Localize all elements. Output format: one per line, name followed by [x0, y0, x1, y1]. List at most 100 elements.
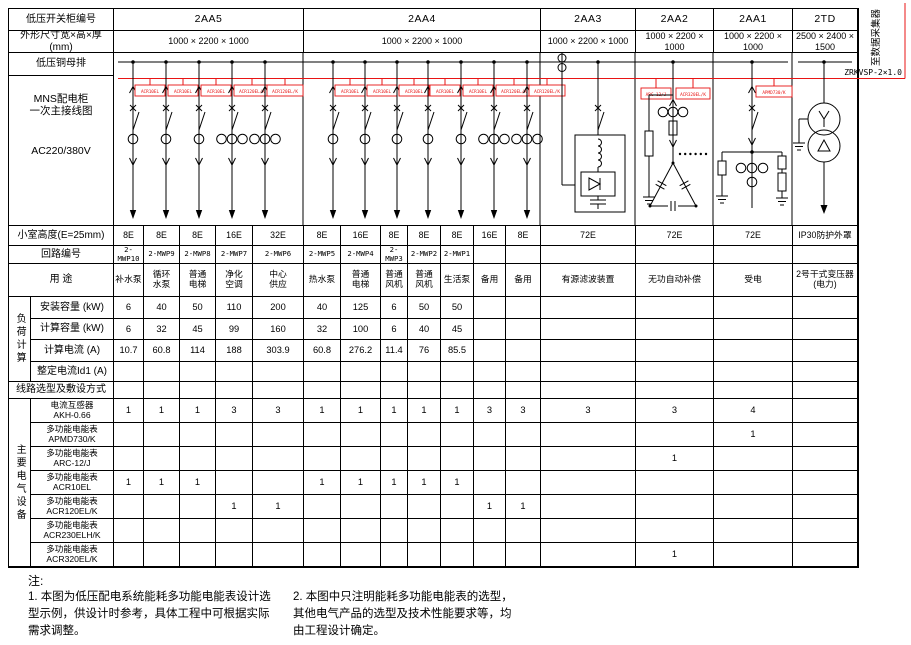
table-cell — [341, 382, 381, 399]
table-cell: 1 — [144, 471, 180, 495]
table-cell: 1 — [408, 399, 441, 423]
table-cell: 6 — [114, 297, 144, 319]
table-cell — [506, 382, 541, 399]
table-cell: 4 — [714, 399, 793, 423]
table-cell — [144, 495, 180, 519]
table-cell — [341, 362, 381, 382]
table-cell: 普通 电梯 — [180, 264, 216, 297]
table-cell — [144, 423, 180, 447]
table-cell — [714, 447, 793, 471]
table-cell: 32 — [304, 319, 341, 340]
table-cell — [474, 543, 506, 567]
row-label-dimensions: 外形尺寸宽×高×厚(mm) — [9, 31, 114, 53]
mns-title: MNS配电柜 一次主接线图 — [29, 93, 93, 117]
table-cell — [636, 495, 714, 519]
cabinet-id: 2AA2 — [636, 9, 714, 31]
table-cell — [793, 382, 858, 399]
table-cell: 303.9 — [253, 340, 304, 362]
table-cell — [253, 423, 304, 447]
table-cell: 2号干式变压器 (电力) — [793, 264, 858, 297]
cabinet-id: 2AA5 — [114, 9, 304, 31]
table-cell — [541, 447, 636, 471]
table-cell — [506, 340, 541, 362]
table-cell — [636, 471, 714, 495]
table-cell: 中心 供应 — [253, 264, 304, 297]
table-cell — [180, 543, 216, 567]
table-cell: 有源滤波装置 — [541, 264, 636, 297]
table-cell — [114, 382, 144, 399]
collector-label: 至数据采集器 — [870, 8, 882, 66]
table-cell: 生活泵 — [441, 264, 474, 297]
table-cell: 备用 — [474, 264, 506, 297]
table-cell — [304, 543, 341, 567]
table-cell — [144, 447, 180, 471]
table-cell — [216, 471, 253, 495]
row-label-calc-kw: 计算容量 (kW) — [31, 319, 114, 340]
cabinet-dims: 1000 × 2200 × 1000 — [636, 31, 714, 53]
table-cell: 1 — [714, 423, 793, 447]
table-cell — [180, 519, 216, 543]
table-cell — [793, 319, 858, 340]
table-cell: 2-MWP5 — [304, 246, 341, 264]
table-cell — [341, 495, 381, 519]
table-cell: 1 — [341, 471, 381, 495]
table-cell — [180, 382, 216, 399]
table-cell: 1 — [408, 471, 441, 495]
table-cell — [144, 382, 180, 399]
table-cell: 3 — [506, 399, 541, 423]
group-label-load-calc: 负荷计算 — [9, 297, 31, 382]
table-cell: 净化 空调 — [216, 264, 253, 297]
table-cell — [441, 362, 474, 382]
table-cell: 50 — [180, 297, 216, 319]
table-cell — [474, 297, 506, 319]
table-cell: 60.8 — [144, 340, 180, 362]
table-cell — [341, 423, 381, 447]
table-cell — [793, 423, 858, 447]
table-cell: 40 — [144, 297, 180, 319]
row-label-meter-apmd730: 多功能电能表 APMD730/K — [31, 423, 114, 447]
cabinet-dims: 2500 × 2400 × 1500 — [793, 31, 858, 53]
table-cell: 1 — [144, 399, 180, 423]
table-cell — [506, 543, 541, 567]
table-cell: 循环 水泵 — [144, 264, 180, 297]
table-cell — [381, 382, 408, 399]
table-cell — [253, 382, 304, 399]
table-cell: 受电 — [714, 264, 793, 297]
table-cell — [714, 340, 793, 362]
table-cell — [144, 519, 180, 543]
table-cell — [381, 495, 408, 519]
table-cell — [304, 362, 341, 382]
table-cell — [441, 543, 474, 567]
table-cell — [541, 423, 636, 447]
table-cell: 1 — [304, 471, 341, 495]
table-cell — [714, 519, 793, 543]
table-cell: 无功自动补偿 — [636, 264, 714, 297]
table-cell — [304, 495, 341, 519]
table-cell — [714, 543, 793, 567]
table-cell — [636, 423, 714, 447]
row-label-installed-kw: 安装容量 (kW) — [31, 297, 114, 319]
notes-heading: 注: — [28, 574, 44, 588]
table-cell — [793, 447, 858, 471]
table-cell — [304, 382, 341, 399]
table-cell — [253, 362, 304, 382]
table-cell — [541, 340, 636, 362]
table-cell: 补水泵 — [114, 264, 144, 297]
table-cell — [441, 447, 474, 471]
table-cell: 1 — [216, 495, 253, 519]
table-cell: 16E — [216, 226, 253, 246]
table-cell — [541, 382, 636, 399]
table-cell — [114, 519, 144, 543]
table-cell: 3 — [636, 399, 714, 423]
table-cell: 普通 风机 — [381, 264, 408, 297]
table-cell: 76 — [408, 340, 441, 362]
table-cell — [541, 543, 636, 567]
table-cell: 200 — [253, 297, 304, 319]
table-cell: 2-MWP8 — [180, 246, 216, 264]
table-cell — [714, 495, 793, 519]
table-cell: 2-MWP4 — [341, 246, 381, 264]
table-cell: 2-MWP10 — [114, 246, 144, 264]
table-cell — [381, 447, 408, 471]
table-cell — [253, 543, 304, 567]
